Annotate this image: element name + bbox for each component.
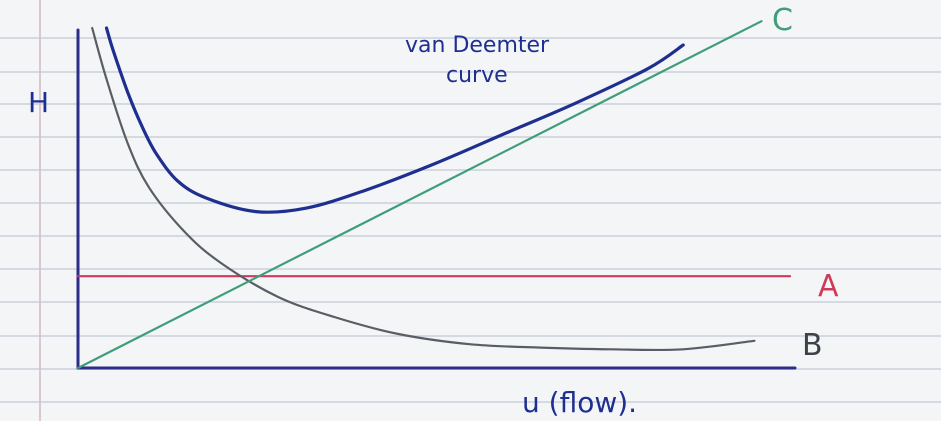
annotation-line1: van Deemter xyxy=(405,33,550,58)
series-label-a: A xyxy=(818,269,839,304)
series-c xyxy=(76,20,763,370)
annotation-line2: curve xyxy=(446,63,508,88)
series-label-b: B xyxy=(802,328,823,363)
x-axis-label: u (flow). xyxy=(522,386,637,419)
y-axis-label: H xyxy=(28,86,49,119)
series-layer xyxy=(76,20,792,370)
axes xyxy=(76,28,797,370)
series-label-c: C xyxy=(772,3,793,38)
series-van-deemter xyxy=(104,26,685,214)
series-b xyxy=(91,26,756,352)
